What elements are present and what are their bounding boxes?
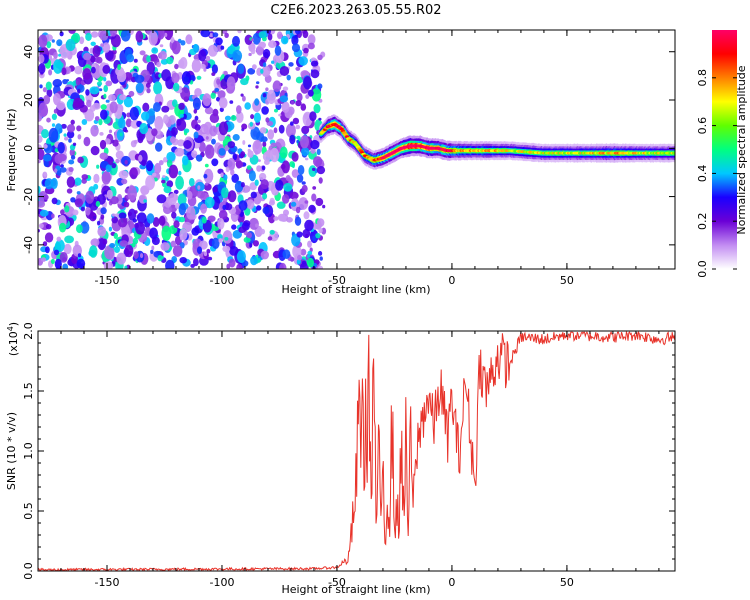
snr-frame xyxy=(37,330,676,572)
y-tick-label: 20 xyxy=(22,93,35,107)
figure-title: C2E6.2023.263.05.55.R02 xyxy=(270,3,441,18)
colorbar-tick-label: 0.0 xyxy=(696,260,709,278)
spectrogram-ticks: -150 -100 -50 0 50 -40 -20 0 20 40 xyxy=(22,30,675,287)
snr-ylabel: SNR (10 * v/v) xyxy=(5,412,18,490)
y-tick-label: 2.0 xyxy=(22,322,35,340)
x-tick-label: -150 xyxy=(95,576,120,589)
snr-line xyxy=(38,331,675,571)
spectrogram-ylabel: Frequency (Hz) xyxy=(5,109,18,192)
y-tick-label: 0.0 xyxy=(22,562,35,580)
colorbar-gradient xyxy=(712,30,737,269)
noise-speckle xyxy=(38,30,327,269)
x-tick-label: 0 xyxy=(448,576,455,589)
y-tick-label: 1.0 xyxy=(22,442,35,460)
spectrogram-frame xyxy=(37,29,676,270)
ridge-layer-4 xyxy=(318,122,675,162)
snr-xlabel: Height of straight line (km) xyxy=(281,583,430,596)
x-tick-label: -50 xyxy=(328,576,346,589)
colorbar-tick-label: 0.6 xyxy=(696,117,709,135)
snr-plot-area xyxy=(38,331,675,571)
colorbar-tick-label: 0.4 xyxy=(696,165,709,183)
x-tick-label: -100 xyxy=(209,274,234,287)
colorbar: 0.0 0.2 0.4 0.6 0.8 Normalized spectral ampl… xyxy=(696,30,748,278)
y-tick-label: -20 xyxy=(22,188,35,206)
colorbar-ticks: 0.0 0.2 0.4 0.6 0.8 xyxy=(696,69,737,278)
x-tick-label: -150 xyxy=(95,274,120,287)
spectrogram-panel: -150 -100 -50 0 50 -40 -20 0 20 40 Height of stra… xyxy=(5,29,676,296)
y-tick-label: 0 xyxy=(22,145,35,152)
y-tick-label: -40 xyxy=(22,236,35,254)
snr-scale-label: (x104) xyxy=(6,322,20,356)
x-tick-label: -100 xyxy=(209,576,234,589)
y-tick-label: 0.5 xyxy=(22,502,35,520)
x-tick-label: -50 xyxy=(328,274,346,287)
signal-ridge xyxy=(318,114,675,170)
colorbar-tick-label: 0.8 xyxy=(696,69,709,87)
spectrogram-plot-area xyxy=(38,30,675,269)
x-tick-label: 50 xyxy=(560,274,574,287)
x-tick-label: 50 xyxy=(560,576,574,589)
snr-ticks: -150 -100 -50 0 50 0.0 0.5 1.0 1.5 2.0 xyxy=(22,322,675,589)
y-tick-label: 1.5 xyxy=(22,382,35,400)
y-tick-label: 40 xyxy=(22,45,35,59)
snr-panel: -150 -100 -50 0 50 0.0 0.5 1.0 1.5 2.0 Height of … xyxy=(5,322,676,596)
x-tick-label: 0 xyxy=(448,274,455,287)
spectrogram-xlabel: Height of straight line (km) xyxy=(281,283,430,296)
colorbar-tick-label: 0.2 xyxy=(696,212,709,230)
colorbar-label: Normalized spectral amplitude xyxy=(735,65,748,234)
